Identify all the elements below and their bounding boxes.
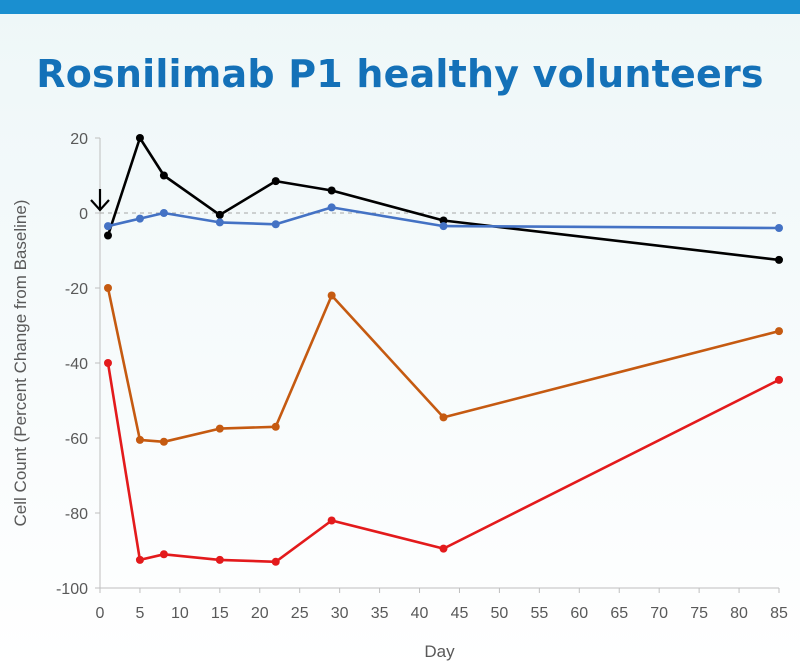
series-line	[107, 206, 780, 230]
data-point	[775, 255, 783, 264]
data-point	[439, 222, 448, 231]
data-point	[327, 186, 336, 195]
top-accent-bar	[0, 0, 800, 14]
x-tick-label: 75	[690, 605, 708, 622]
x-tick-label: 5	[135, 605, 144, 622]
data-point	[327, 291, 336, 300]
data-point	[215, 218, 224, 227]
chart-series	[103, 134, 783, 566]
y-tick-label: -60	[65, 431, 88, 448]
data-point	[103, 284, 112, 292]
series-3	[103, 284, 783, 446]
data-point	[135, 555, 144, 564]
slide-title: Rosnilimab P1 healthy volunteers	[36, 52, 764, 96]
data-point	[215, 555, 224, 564]
data-point	[135, 435, 144, 444]
x-tick-label: 70	[650, 605, 668, 622]
data-point	[159, 437, 168, 446]
series-line	[106, 136, 780, 262]
data-point	[271, 557, 280, 566]
y-tick-label: -40	[65, 356, 88, 373]
arrow-down-icon	[90, 199, 110, 212]
x-tick-label: 60	[570, 605, 588, 622]
series-2	[103, 203, 783, 232]
x-tick-label: 40	[411, 605, 429, 622]
data-point	[103, 231, 112, 240]
x-tick-label: 20	[251, 605, 269, 622]
data-point	[271, 220, 280, 229]
data-point	[135, 134, 144, 142]
x-tick-label: 55	[530, 605, 548, 622]
y-tick-label: -20	[65, 281, 88, 298]
data-point	[271, 177, 280, 186]
x-tick-label: 10	[171, 605, 189, 622]
data-point	[103, 359, 112, 367]
series-line	[106, 362, 780, 564]
data-point	[439, 216, 448, 225]
data-point	[215, 210, 224, 219]
x-tick-label: 35	[371, 605, 389, 622]
data-point	[159, 209, 168, 217]
x-tick-label: 50	[491, 605, 509, 622]
data-point	[271, 422, 280, 431]
x-tick-label: 25	[291, 605, 309, 622]
data-point	[215, 424, 224, 433]
chart-annotation	[90, 189, 110, 212]
data-point	[775, 327, 783, 336]
x-tick-label: 30	[331, 605, 349, 622]
y-tick-label: -100	[56, 581, 88, 598]
data-point	[327, 516, 336, 525]
chart-axes: 20 0 -20 -40 -60 -80 -100 0 5 10 15 20 25 30 35 40 45 50 5…	[56, 131, 788, 622]
data-point	[159, 171, 168, 180]
series-4	[103, 359, 783, 566]
data-point	[775, 224, 783, 232]
x-tick-label: 65	[610, 605, 628, 622]
x-tick-label: 45	[451, 605, 469, 622]
x-tick-label: 15	[211, 605, 229, 622]
data-point	[439, 413, 448, 422]
data-point	[439, 544, 448, 553]
data-point	[775, 375, 783, 384]
data-point	[327, 203, 336, 212]
y-tick-label: -80	[65, 506, 88, 523]
y-axis-label: Cell Count (Percent Change from Baseline…	[11, 200, 30, 527]
x-tick-label: 85	[770, 605, 788, 622]
y-tick-label: 20	[70, 131, 88, 148]
x-tick-label: 80	[730, 605, 748, 622]
data-point	[159, 550, 168, 559]
series-1	[103, 134, 783, 264]
x-axis-label: Day	[424, 642, 455, 661]
y-tick-label: 0	[79, 206, 88, 223]
data-point	[103, 222, 112, 231]
data-point	[135, 214, 144, 223]
x-tick-label: 0	[96, 605, 105, 622]
